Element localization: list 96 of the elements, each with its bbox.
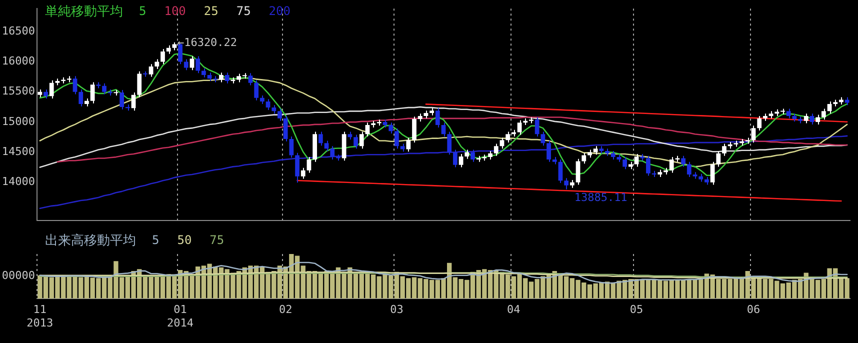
candlestick <box>120 90 124 110</box>
x-tick-label: 06 <box>746 303 760 316</box>
candlestick <box>148 64 154 78</box>
candlestick <box>506 131 510 144</box>
candlestick <box>394 128 399 150</box>
candlestick <box>558 158 563 184</box>
candlestick <box>289 136 294 158</box>
candlestick <box>78 88 84 107</box>
y-tick-label: 14500 <box>2 145 35 158</box>
candlestick <box>441 122 446 138</box>
candlestick <box>306 156 312 174</box>
candlestick <box>295 152 300 184</box>
candlestick <box>546 140 551 162</box>
candlestick <box>49 80 54 100</box>
candlestick <box>622 156 628 170</box>
candlestick <box>388 122 394 134</box>
candlestick <box>184 58 188 71</box>
candlestick <box>751 125 756 144</box>
candlestick <box>494 143 498 156</box>
candlestick <box>582 152 586 164</box>
candlestick <box>412 116 416 144</box>
candlestick <box>354 134 358 150</box>
candlestick <box>716 150 721 168</box>
x-tick-label: 11 2013 <box>26 303 54 330</box>
candlestick <box>300 167 306 180</box>
candlestick <box>435 108 440 128</box>
candlestick <box>464 149 470 160</box>
candlestick <box>324 140 329 152</box>
text: 50 <box>177 233 192 248</box>
candlestick <box>517 120 522 136</box>
candlestick <box>646 155 650 176</box>
legend-title: 単純移動平均 <box>45 4 123 20</box>
candlestick <box>406 137 411 152</box>
y-tick-label: 14000 <box>2 175 35 188</box>
annotation: 13885.11 <box>574 191 628 204</box>
y-tick-label: 16000 <box>2 54 35 68</box>
candlestick <box>160 48 165 65</box>
candlestick <box>196 56 200 74</box>
candlestick <box>564 178 569 190</box>
candlestick <box>710 161 715 186</box>
candlestick <box>330 146 335 160</box>
candlestick <box>72 76 78 95</box>
text: 75 <box>210 233 224 248</box>
candlestick <box>90 82 95 104</box>
candlestick <box>804 113 808 124</box>
y-tick-label: 16500 <box>2 24 35 38</box>
x-tick-label: 04 <box>507 303 521 316</box>
text: 25 <box>204 4 218 18</box>
candlestick <box>266 98 270 110</box>
candlestick <box>634 154 639 168</box>
text: 200 <box>268 4 290 18</box>
candlestick <box>458 154 464 168</box>
text: 100 <box>164 4 186 18</box>
candlestick <box>786 108 791 119</box>
candlestick <box>278 108 282 122</box>
candlestick <box>576 158 580 186</box>
candlestick <box>224 72 230 84</box>
y-tick-label: 15000 <box>2 114 35 128</box>
x-tick-label: 01 2014 <box>167 303 194 330</box>
candlestick <box>137 70 142 98</box>
text: 5 <box>139 4 146 18</box>
candlestick <box>102 82 106 95</box>
text: 00000 <box>2 269 35 282</box>
candlestick <box>190 56 194 71</box>
candlestick <box>44 88 48 100</box>
candlestick <box>219 72 224 83</box>
candlestick <box>540 131 546 146</box>
x-tick-label: 02 <box>278 303 292 316</box>
candlestick <box>365 122 370 138</box>
candlestick <box>722 143 726 156</box>
candlestick <box>757 116 762 131</box>
candlestick <box>534 116 540 138</box>
candlestick <box>202 68 206 78</box>
candlestick <box>154 58 160 70</box>
candlestick <box>283 116 288 142</box>
candlestick <box>470 149 475 162</box>
candlestick <box>500 137 504 150</box>
y-tick-label: 15500 <box>2 84 35 98</box>
candlestick <box>681 155 686 168</box>
x-tick-label: 03 <box>390 303 404 316</box>
x-tick-label: 05 <box>630 303 644 316</box>
candlestick <box>816 114 820 125</box>
candlestick <box>248 72 253 86</box>
candlestick <box>447 131 452 156</box>
candlestick <box>821 108 826 120</box>
text: 5 <box>152 233 160 248</box>
candlestick <box>810 113 814 125</box>
text: 75 <box>236 4 251 18</box>
candlestick <box>254 80 259 101</box>
candlestick <box>359 131 364 150</box>
candlestick <box>669 156 674 174</box>
candlestick <box>453 149 458 168</box>
candlestick <box>318 131 323 146</box>
annotation: ←16320.22 <box>177 36 238 50</box>
legend-title: 出来高移動平均 <box>45 232 136 248</box>
candlestick <box>686 161 692 178</box>
